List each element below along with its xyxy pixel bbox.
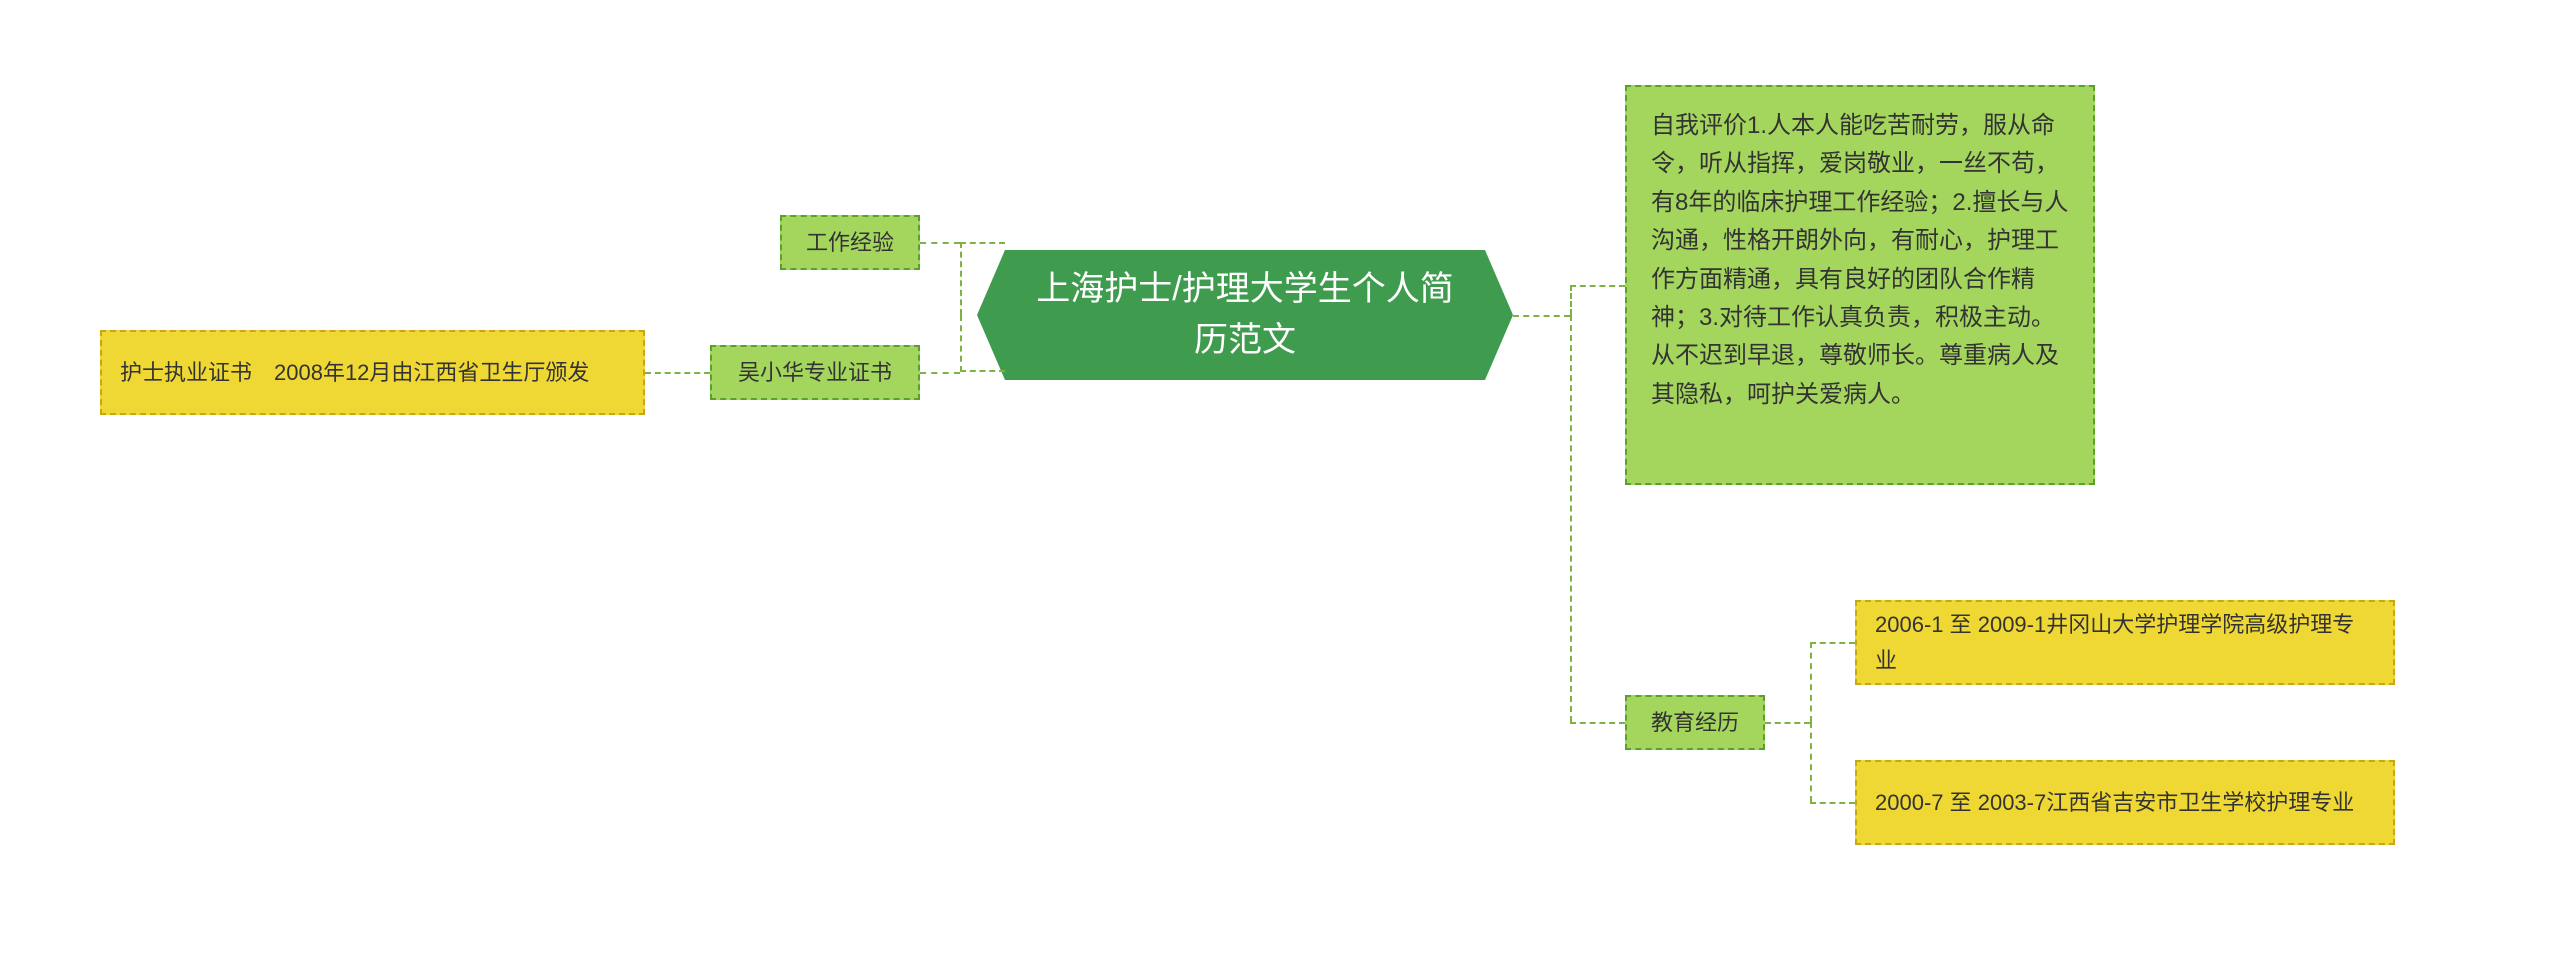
connector [1765,722,1810,724]
connector [1570,285,1572,315]
leaf-education-2: 2000-7 至 2003-7江西省吉安市卫生学校护理专业 [1855,760,2395,845]
connector [1810,642,1855,644]
connector [920,242,960,244]
connector [1810,802,1855,804]
leaf-education-1: 2006-1 至 2009-1井冈山大学护理学院高级护理专业 [1855,600,2395,685]
leaf-nurse-cert: 护士执业证书 2008年12月由江西省卫生厅颁发 [100,330,645,415]
connector [920,372,960,374]
branch-self-evaluation: 自我评价1.人本人能吃苦耐劳，服从命令，听从指挥，爱岗敬业，一丝不苟，有8年的临… [1625,85,2095,485]
connector [960,315,1005,372]
connector [1570,722,1625,724]
connector [1570,285,1625,287]
connector [1810,722,1812,802]
connector [1513,315,1570,317]
connector [645,372,710,374]
branch-certificate: 吴小华专业证书 [710,345,920,400]
connector [1810,642,1812,722]
mindmap-center: 上海护士/护理大学生个人简历范文 [1005,250,1485,380]
connector [1570,315,1572,722]
branch-work-experience: 工作经验 [780,215,920,270]
connector [960,242,1005,315]
branch-education: 教育经历 [1625,695,1765,750]
